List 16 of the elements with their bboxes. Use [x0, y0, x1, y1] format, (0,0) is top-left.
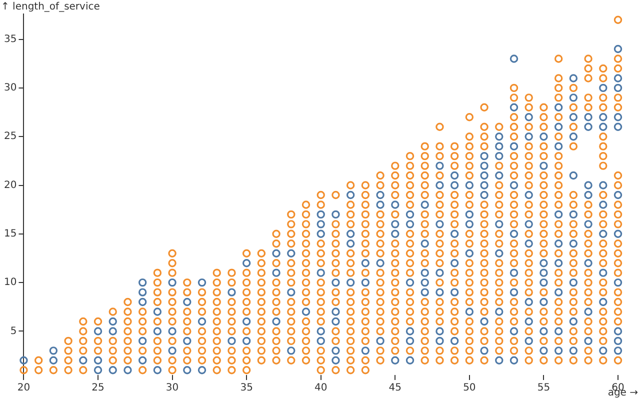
x-tick-label: 20 — [17, 382, 30, 394]
y-tick-label: 10 — [4, 277, 17, 288]
y-tick-label: 25 — [4, 131, 17, 142]
y-tick-label: 5 — [10, 326, 17, 337]
x-tick-label: 50 — [463, 382, 476, 394]
x-tick-label: 25 — [92, 382, 104, 394]
y-tick-label: 15 — [4, 228, 17, 240]
y-tick-label: 20 — [4, 180, 17, 191]
y-axis-title: ↑ length_of_service — [1, 2, 100, 13]
x-tick-label: 45 — [388, 382, 402, 394]
x-tick-label: 35 — [240, 382, 253, 394]
x-tick-label: 55 — [537, 382, 550, 394]
y-tick-label: 35 — [4, 34, 17, 45]
y-tick-label: 30 — [4, 82, 17, 94]
x-tick-label: 40 — [314, 382, 328, 394]
x-tick-label: 30 — [166, 382, 179, 394]
